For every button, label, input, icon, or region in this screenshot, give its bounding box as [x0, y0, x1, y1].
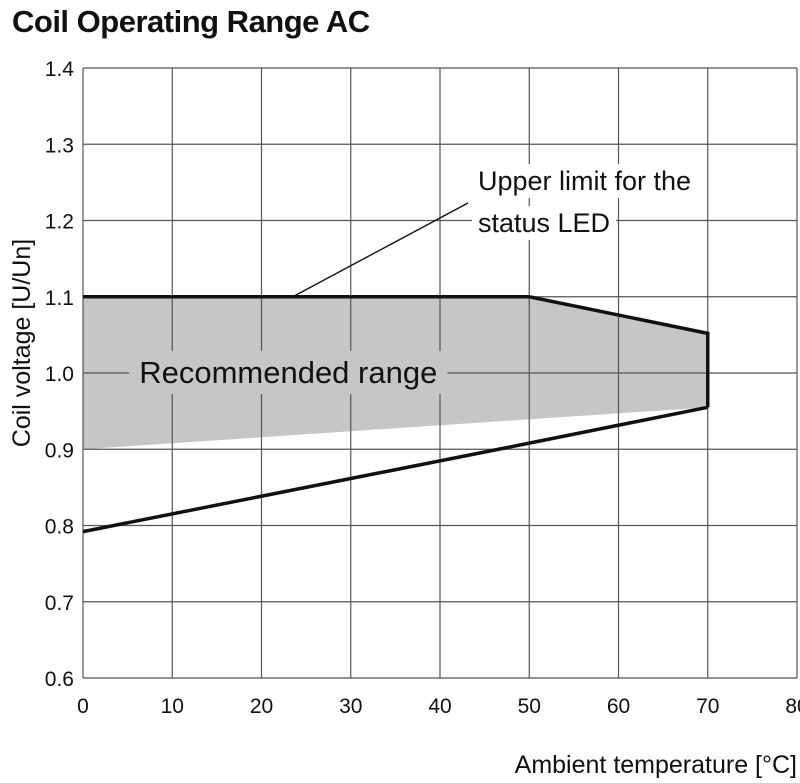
y-tick-label: 1.1 [45, 287, 74, 310]
grid-layer [82, 67, 798, 679]
y-axis-label: Coil voltage [U/Un] [8, 239, 36, 447]
y-tick-label: 1.3 [45, 134, 74, 157]
tick-labels: 0 10 20 30 40 50 60 70 80 0.6 0.7 0.8 0.9 1.0 1.1 1.2 1.… [45, 58, 800, 718]
x-tick-label: 10 [161, 695, 184, 718]
recommended-range-label: Recommended range [139, 355, 437, 390]
y-tick-label: 0.7 [45, 592, 74, 615]
y-tick-label: 1.0 [45, 363, 74, 386]
upper-limit-line [83, 295, 710, 408]
chart-text: Ambient temperature [°C] Coil voltage [U/… [8, 166, 797, 779]
x-tick-label: 30 [339, 695, 362, 718]
y-tick-label: 1.2 [45, 211, 74, 234]
label-backgrounds [129, 164, 698, 394]
x-axis-label: Ambient temperature [°C] [515, 751, 797, 779]
x-tick-label: 80 [785, 695, 800, 718]
annotation-backing [472, 164, 698, 198]
y-tick-label: 0.8 [45, 516, 74, 539]
y-tick-label: 0.9 [45, 439, 74, 462]
lower-limit-line [82, 405, 709, 534]
annotation-text-line: Upper limit for the [478, 166, 691, 196]
x-tick-label: 70 [696, 695, 719, 718]
range-label-backing [129, 351, 448, 394]
x-tick-label: 60 [607, 695, 630, 718]
x-tick-label: 50 [518, 695, 541, 718]
chart-title: Coil Operating Range AC [12, 4, 370, 39]
y-tick-label: 1.4 [45, 58, 75, 81]
x-tick-label: 20 [250, 695, 273, 718]
x-tick-label: 0 [77, 695, 89, 718]
annotation-backing [472, 206, 617, 240]
x-tick-label: 40 [428, 695, 451, 718]
series-lines [82, 202, 710, 534]
annotation-leader-line [292, 202, 469, 298]
annotation-text-line: status LED [478, 208, 610, 238]
y-tick-label: 0.6 [45, 668, 74, 691]
